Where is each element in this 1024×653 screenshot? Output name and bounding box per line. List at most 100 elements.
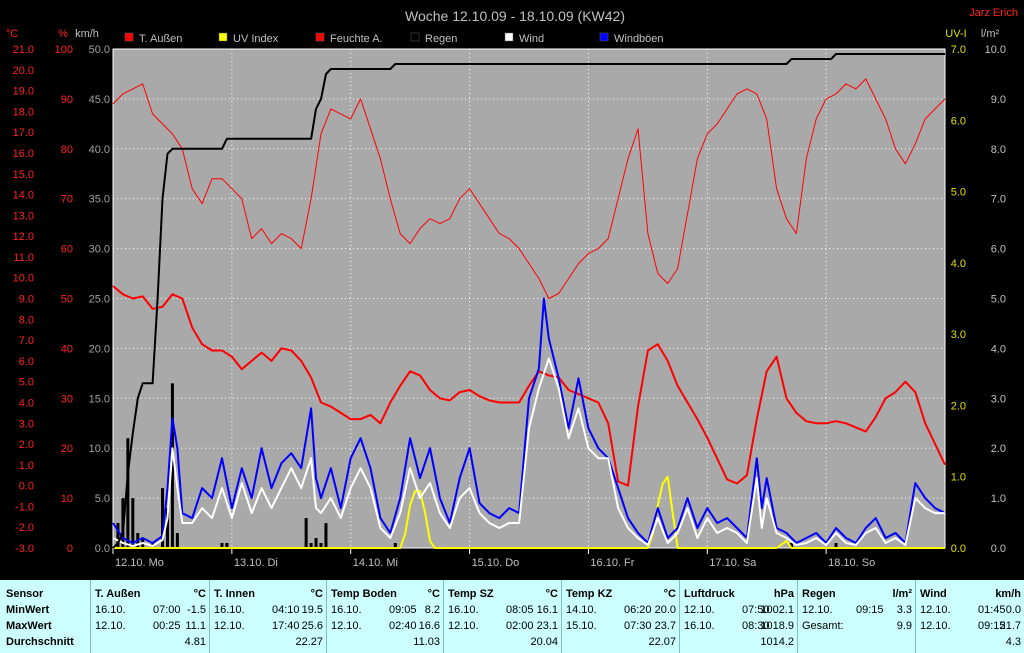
axis-tick-temp: 3.0 xyxy=(19,418,34,430)
axis-unit-uv: UV-I xyxy=(945,28,966,40)
stats-min-time: 06:20 xyxy=(624,604,652,616)
statistics-table: Sensor MinWert MaxWert Durchschnitt T. A… xyxy=(0,580,1024,653)
axis-tick-uv: 6.0 xyxy=(951,115,966,127)
axis-tick-rain: 8.0 xyxy=(991,144,1006,156)
stats-min-date: 12.10. xyxy=(920,604,951,616)
axis-unit-rain: l/m² xyxy=(981,28,1000,40)
stats-min-time: 09:05 xyxy=(389,604,417,616)
stats-column: Temp Boden °C 16.10. 09:05 8.2 12.10. 02:40 16.… xyxy=(326,580,444,653)
series-line-windb-en xyxy=(112,297,946,544)
stats-header: Temp KZ °C xyxy=(562,586,680,603)
axis-tick-temp: 0.0 xyxy=(19,481,34,493)
axis-tick-temp: 1.0 xyxy=(19,460,34,472)
stats-max-date: Gesamt: xyxy=(802,620,844,632)
axis-tick-wind: 15.0 xyxy=(89,393,110,405)
stats-sensor-name: Wind xyxy=(920,588,947,600)
axis-tick-rain: 1.0 xyxy=(991,493,1006,505)
stats-min-value: 0.0 xyxy=(1005,604,1021,616)
series-line-regen xyxy=(112,53,945,549)
legend-label: Feuchte A. xyxy=(330,33,383,45)
stats-min-time: 08:05 xyxy=(506,604,534,616)
axis-tick-humidity: 80 xyxy=(61,144,73,156)
stats-avg-value: 20.04 xyxy=(530,636,558,648)
legend-swatch xyxy=(410,32,420,42)
stats-min-value: -1.5 xyxy=(187,604,206,616)
stats-unit: °C xyxy=(663,588,676,600)
axis-tick-uv: 2.0 xyxy=(951,400,966,412)
axis-tick-uv: 7.0 xyxy=(951,44,966,56)
x-axis-label: 16.10. Fr xyxy=(590,557,634,569)
axis-tick-uv: 5.0 xyxy=(951,187,966,199)
legend: T. Außen UV Index Feuchte A. Regen Wind Windb… xyxy=(124,32,664,45)
axis-tick-temp: 13.0 xyxy=(13,210,34,222)
row-label-max: MaxWert xyxy=(6,620,52,632)
stats-max-value: 9.9 xyxy=(896,620,912,632)
axis-tick-wind: 5.0 xyxy=(95,493,110,505)
axis-unit-wind: km/h xyxy=(75,28,99,40)
x-axis-label: 15.10. Do xyxy=(472,557,520,569)
x-axis-label: 18.10. So xyxy=(828,557,875,569)
stats-max-row: 12.10. 02:40 16.6 xyxy=(327,618,444,635)
axes: 21.0 20.0 19.0 18.0 17.0 16.0 15.0 14.0 13.0 12.0… xyxy=(6,28,1006,569)
stats-max-time: 02:00 xyxy=(506,620,534,632)
stats-min-date: 16.10. xyxy=(95,604,126,616)
rain-bar xyxy=(319,543,323,548)
stats-sensor-name: Regen xyxy=(802,588,836,600)
legend-swatch xyxy=(218,32,228,42)
stats-max-value: 23.1 xyxy=(536,620,558,632)
rain-bar xyxy=(170,383,174,548)
axis-tick-humidity: 70 xyxy=(61,194,73,206)
legend-swatch xyxy=(599,32,609,42)
stats-max-value: 11.1 xyxy=(185,620,206,632)
axis-tick-temp: 11.0 xyxy=(13,252,34,264)
axis-tick-temp: 9.0 xyxy=(19,294,34,306)
axis-unit-humidity: % xyxy=(58,28,68,40)
stats-min-row: 16.10. 09:05 8.2 xyxy=(327,602,444,619)
stats-min-time: 07:50 xyxy=(742,604,770,616)
stats-header: Luftdruck hPa xyxy=(680,586,798,603)
stats-max-row: 15.10. 07:30 23.7 xyxy=(562,618,680,635)
stats-max-value: 16.6 xyxy=(418,620,440,632)
axis-tick-temp: 10.0 xyxy=(13,273,34,285)
axis-tick-temp: 7.0 xyxy=(19,335,34,347)
stats-avg-value: 4.3 xyxy=(1005,636,1021,648)
series-line-t-au-en xyxy=(112,285,946,487)
stats-min-row: 14.10. 06:20 20.0 xyxy=(562,602,680,619)
stats-avg-row: 4.81 xyxy=(91,634,210,651)
stats-sensor-name: Temp KZ xyxy=(566,588,613,600)
x-axis-label: 12.10. Mo xyxy=(115,557,164,569)
stats-sensor-name: T. Außen xyxy=(95,588,141,600)
axis-tick-temp: 18.0 xyxy=(13,106,34,118)
axis-tick-temp: 14.0 xyxy=(13,190,34,202)
rain-bar xyxy=(309,543,313,548)
stats-max-value: 23.7 xyxy=(654,620,676,632)
stats-unit: °C xyxy=(193,588,206,600)
axis-tick-rain: 7.0 xyxy=(991,194,1006,206)
stats-max-value: 21.7 xyxy=(999,620,1021,632)
legend-label: UV Index xyxy=(233,33,279,45)
x-axis-label: 13.10. Di xyxy=(234,557,278,569)
stats-header: Wind km/h xyxy=(916,586,1024,603)
axis-tick-rain: 6.0 xyxy=(991,244,1006,256)
stats-max-date: 12.10. xyxy=(214,620,245,632)
stats-max-time: 09:15 xyxy=(978,620,1006,632)
stats-row-labels: Sensor MinWert MaxWert Durchschnitt xyxy=(0,580,90,653)
stats-avg-row: 20.04 xyxy=(444,634,562,651)
stats-min-row: 16.10. 08:05 16.1 xyxy=(444,602,562,619)
stats-avg-value: 1014.2 xyxy=(760,636,794,648)
legend-label: Wind xyxy=(519,33,544,45)
stats-column: Temp KZ °C 14.10. 06:20 20.0 15.10. 07:30 23.7 2… xyxy=(561,580,680,653)
stats-min-value: 20.0 xyxy=(654,604,676,616)
stats-column: Wind km/h 12.10. 01:45 0.0 12.10. 09:15 21.7 4.3 xyxy=(915,580,1024,653)
x-axis-label: 17.10. Sa xyxy=(709,557,757,569)
stats-unit: l/m² xyxy=(892,588,912,600)
stats-min-value: 8.2 xyxy=(424,604,440,616)
stats-max-row: 12.10. 00:25 11.1 xyxy=(91,618,210,635)
stats-max-date: 12.10. xyxy=(920,620,951,632)
stats-max-date: 12.10. xyxy=(448,620,479,632)
axis-tick-rain: 4.0 xyxy=(991,343,1006,355)
row-label-min: MinWert xyxy=(6,604,50,616)
axis-tick-uv: 1.0 xyxy=(951,472,966,484)
stats-min-value: 19.5 xyxy=(301,604,323,616)
axis-tick-uv: 0.0 xyxy=(951,543,966,555)
